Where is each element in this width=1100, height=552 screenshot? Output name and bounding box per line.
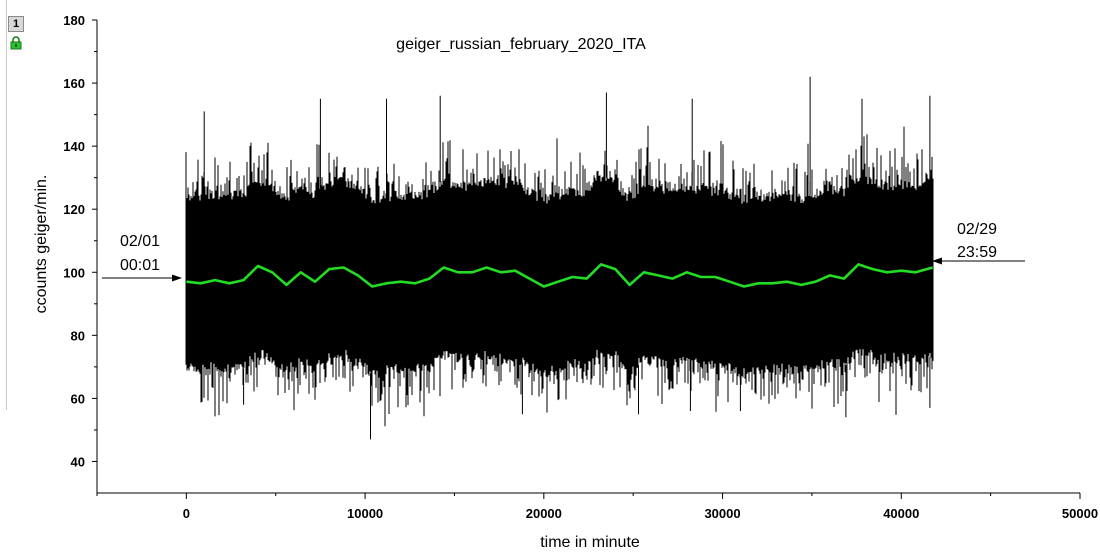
- start-annotation: 02/01 00:01: [102, 233, 182, 282]
- y-tick-label: 40: [71, 454, 85, 469]
- chart-title: geiger_russian_february_2020_ITA: [396, 36, 646, 53]
- x-tick-label: 30000: [704, 506, 740, 521]
- end-annotation: 02/29 23:59: [932, 221, 1025, 265]
- raw-counts-extreme-spikes: [203, 76, 931, 440]
- x-tick-label: 50000: [1062, 506, 1098, 521]
- end-time-label: 23:59: [957, 244, 997, 261]
- x-axis-title: time in minute: [540, 534, 640, 551]
- end-arrow-head: [932, 257, 942, 265]
- lock-icon[interactable]: [10, 36, 22, 50]
- layer-badge[interactable]: 1: [8, 16, 24, 32]
- y-axis-ticks: 40 60 80 100 120 140 160 180: [63, 13, 97, 469]
- x-tick-label: 40000: [883, 506, 919, 521]
- moving-average-line: [186, 263, 934, 288]
- x-axis-ticks: 0 10000 20000 30000 40000 50000: [96, 493, 1098, 521]
- y-tick-label: 80: [71, 328, 85, 343]
- x-tick-label: 0: [183, 506, 190, 521]
- x-tick-label: 20000: [526, 506, 562, 521]
- y-tick-label: 160: [63, 76, 85, 91]
- start-date-label: 02/01: [120, 233, 160, 250]
- y-tick-label: 60: [71, 391, 85, 406]
- y-tick-label: 100: [63, 265, 85, 280]
- y-tick-label: 120: [63, 202, 85, 217]
- y-tick-label: 140: [63, 139, 85, 154]
- end-date-label: 02/29: [957, 221, 997, 238]
- window-left-border: [6, 0, 7, 410]
- x-tick-label: 10000: [347, 506, 383, 521]
- y-axis-title: ccounts geiger/min.: [33, 175, 50, 314]
- start-time-label: 00:01: [120, 257, 160, 274]
- y-tick-label: 180: [63, 13, 85, 28]
- raw-counts-series: [185, 76, 934, 440]
- start-arrow-head: [172, 274, 182, 282]
